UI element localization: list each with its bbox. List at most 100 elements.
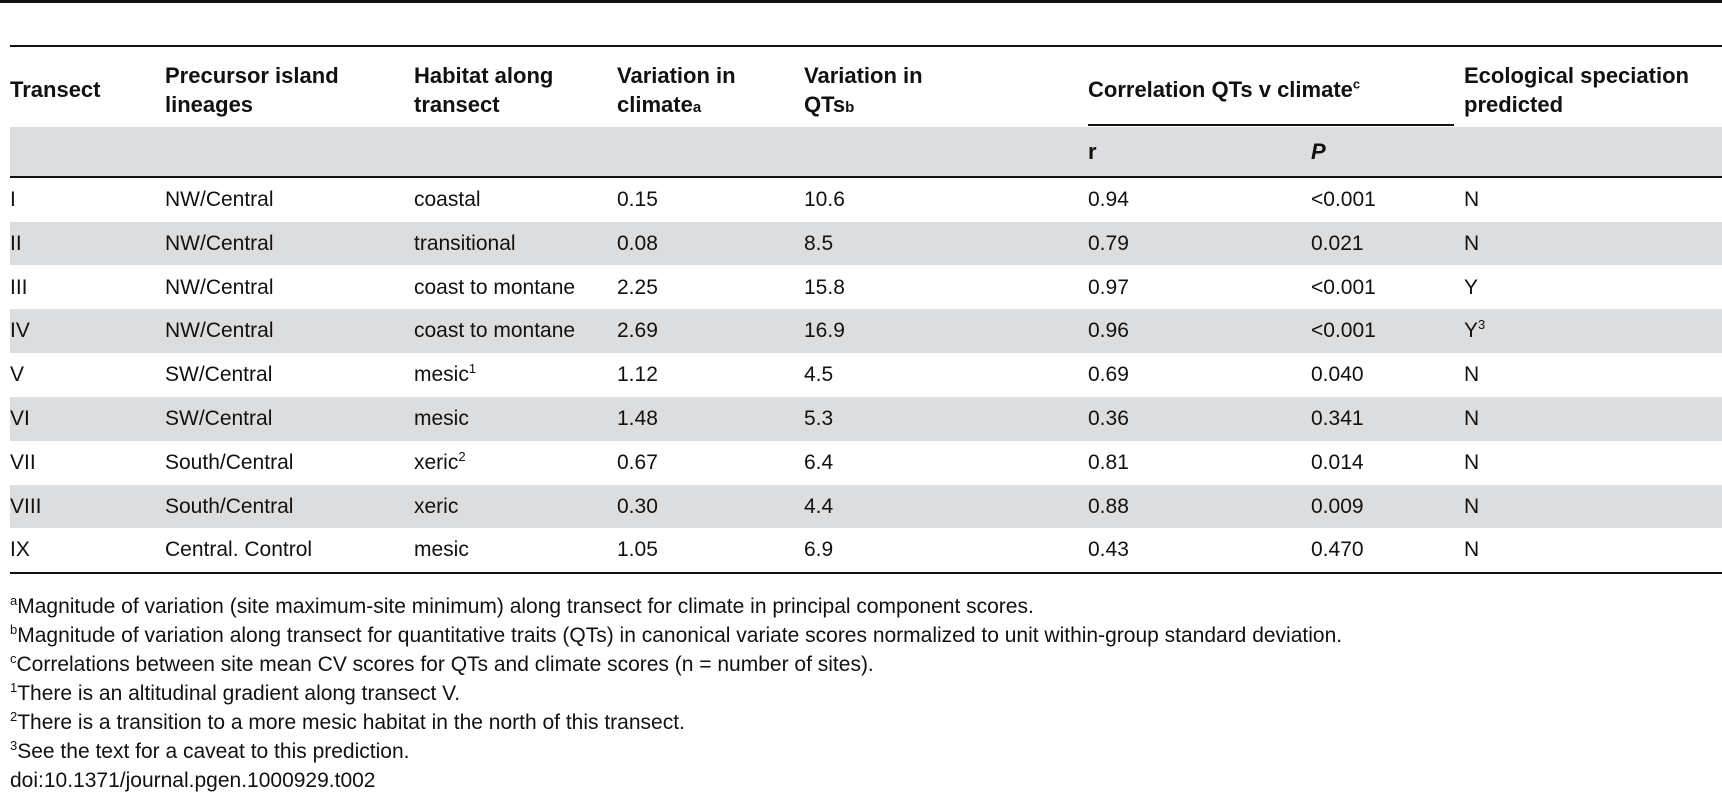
- table-bottom-rule: [10, 572, 1722, 574]
- cell-ecological-speciation: Y3: [1464, 317, 1486, 343]
- cell-p: <0.001: [1311, 188, 1376, 211]
- cell-lineage: South/Central: [165, 494, 294, 518]
- footnote-text: See the text for a caveat to this predic…: [17, 740, 410, 763]
- cell-p: 0.470: [1311, 538, 1364, 562]
- footnote-marker: 3: [1478, 317, 1486, 333]
- header-bottom-rule: [10, 176, 1722, 178]
- table-row: I NW/Central coastal 0.15 10.6 0.94 <0.001 N: [10, 178, 1722, 222]
- header-habitat: Habitat along transect: [414, 63, 554, 117]
- footnotes: aMagnitude of variation (site maximum-si…: [10, 592, 1342, 795]
- header-transect: Transect: [10, 77, 101, 102]
- cell-r: 0.69: [1088, 363, 1129, 387]
- cell-variation-qts: 8.5: [804, 231, 834, 255]
- footnote-mark-c: c: [1352, 76, 1361, 92]
- cell-variation-climate: 0.67: [617, 450, 658, 474]
- table-row: IV NW/Central coast to montane 2.69 16.9 0.96…: [10, 309, 1722, 353]
- cell-lineage: NW/Central: [165, 231, 274, 255]
- header-subrow: r P: [10, 127, 1722, 178]
- cell-ecological-speciation: Y: [1464, 275, 1479, 299]
- cell-transect: IX: [10, 538, 30, 562]
- cell-variation-climate: 0.08: [617, 231, 658, 255]
- header-ecological-speciation: Ecological speciation predicted: [1464, 63, 1689, 117]
- cell-ecological-speciation: N: [1464, 407, 1480, 430]
- footnote-text: Magnitude of variation (site maximum-sit…: [17, 595, 1034, 618]
- cell-variation-climate: 1.05: [617, 538, 658, 562]
- cell-variation-qts: 10.6: [804, 188, 845, 211]
- cell-variation-qts: 4.4: [804, 494, 834, 518]
- footnote: 2There is a transition to a more mesic h…: [10, 708, 1342, 737]
- cell-variation-qts: 15.8: [804, 275, 845, 299]
- cell-variation-qts: 5.3: [804, 407, 834, 430]
- cell-r: 0.96: [1088, 319, 1129, 343]
- doi-line: doi:10.1371/journal.pgen.1000929.t002: [10, 769, 376, 792]
- cell-variation-climate: 2.69: [617, 319, 658, 343]
- table-row: VI SW/Central mesic 1.48 5.3 0.36 0.341 N: [10, 397, 1722, 441]
- cell-variation-qts: 16.9: [804, 319, 845, 343]
- cell-r: 0.36: [1088, 407, 1129, 430]
- cell-r: 0.88: [1088, 494, 1129, 518]
- footnote-marker: 1: [468, 361, 477, 377]
- cell-lineage: NW/Central: [165, 188, 274, 211]
- cell-ecological-speciation: N: [1464, 363, 1480, 387]
- cell-habitat: xeric: [414, 494, 459, 518]
- cell-habitat: mesic1: [414, 361, 477, 387]
- footnote-marker: 2: [458, 448, 466, 464]
- cell-lineage: NW/Central: [165, 275, 274, 299]
- cell-transect: VIII: [10, 494, 42, 518]
- table-row: III NW/Central coast to montane 2.25 15.8 0.9…: [10, 266, 1722, 310]
- footnote: bMagnitude of variation along transect f…: [10, 621, 1342, 650]
- footnote-marker: 1: [10, 680, 18, 695]
- cell-habitat: mesic: [414, 407, 469, 430]
- footnote-text: There is an altitudinal gradient along t…: [17, 682, 461, 705]
- footnote-mark-b: b: [845, 99, 855, 116]
- cell-habitat: transitional: [414, 231, 516, 255]
- cell-p: 0.341: [1311, 407, 1364, 430]
- cell-habitat: coast to montane: [414, 275, 576, 299]
- footnote-text: There is a transition to a more mesic ha…: [17, 711, 685, 734]
- cell-transect: IV: [10, 319, 30, 343]
- header-top-rule: [10, 45, 1722, 47]
- footnote: 1There is an altitudinal gradient along …: [10, 679, 1342, 708]
- cell-variation-climate: 0.15: [617, 188, 658, 211]
- cell-lineage: Central. Control: [165, 538, 313, 562]
- cell-ecological-speciation: N: [1464, 450, 1480, 474]
- correlation-span-rule: [1088, 124, 1454, 126]
- header-p: P: [1311, 139, 1326, 164]
- cell-transect: III: [10, 275, 28, 299]
- cell-transect: II: [10, 231, 22, 255]
- table-row: V SW/Central mesic1 1.12 4.5 0.69 0.040 N: [10, 353, 1722, 397]
- footnote: aMagnitude of variation (site maximum-si…: [10, 592, 1342, 621]
- cell-variation-climate: 1.12: [617, 363, 658, 387]
- cell-variation-qts: 6.4: [804, 450, 834, 474]
- table-row: VIII South/Central xeric 0.30 4.4 0.88 0.009 N: [10, 484, 1722, 529]
- footnote-marker: b: [10, 622, 18, 637]
- cell-ecological-speciation: N: [1464, 538, 1480, 562]
- footnote: 3See the text for a caveat to this predi…: [10, 737, 1342, 766]
- cell-p: 0.009: [1311, 494, 1364, 518]
- footnote-text: Correlations between site mean CV scores…: [16, 653, 874, 676]
- cell-p: 0.014: [1311, 450, 1364, 474]
- cell-variation-climate: 0.30: [617, 494, 658, 518]
- cell-transect: VI: [10, 407, 30, 430]
- cell-r: 0.43: [1088, 538, 1129, 562]
- table-row: VII South/Central xeric2 0.67 6.4 0.81 0.014 N: [10, 441, 1722, 485]
- cell-lineage: South/Central: [165, 450, 294, 474]
- cell-transect: V: [10, 363, 25, 387]
- cell-variation-climate: 2.25: [617, 275, 658, 299]
- cell-lineage: SW/Central: [165, 363, 273, 387]
- cell-variation-qts: 6.9: [804, 538, 834, 562]
- footnote-marker: c: [10, 651, 17, 666]
- footnote-marker: 2: [10, 709, 18, 724]
- cell-ecological-speciation: N: [1464, 188, 1480, 211]
- header-correlation: Correlation QTs v climatec: [1088, 76, 1361, 102]
- top-border: [0, 0, 1722, 3]
- cell-lineage: SW/Central: [165, 407, 273, 430]
- header-variation-climate: Variation in climatea: [617, 63, 736, 117]
- cell-habitat: coastal: [414, 188, 481, 211]
- footnote-marker: 3: [10, 738, 18, 753]
- cell-ecological-speciation: N: [1464, 494, 1480, 518]
- cell-ecological-speciation: N: [1464, 231, 1480, 255]
- cell-habitat: xeric2: [414, 448, 466, 474]
- header-r: r: [1088, 139, 1097, 164]
- cell-r: 0.81: [1088, 450, 1129, 474]
